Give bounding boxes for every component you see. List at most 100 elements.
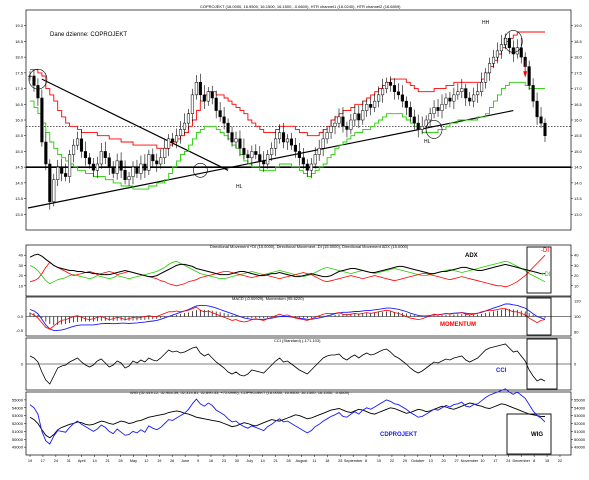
wig-y-tick-label-left-1: 50000	[12, 437, 24, 442]
candle-body-57	[254, 151, 258, 155]
x-tick-label-29: 29	[403, 459, 407, 463]
candle-body-103	[436, 107, 440, 111]
dmi-y-tick-label-right-3: 40	[574, 253, 579, 258]
dmi-y-tick-label-left-1: 20	[19, 273, 24, 278]
candle-body-95	[404, 100, 408, 108]
candle-body-8	[60, 166, 64, 174]
plus-di-label: +DI	[541, 272, 551, 278]
candle-body-18	[99, 151, 103, 165]
wig-y-tick-label-left-3: 52000	[12, 421, 24, 426]
candle-body-122	[511, 47, 515, 55]
x-tick-label-18: 14	[261, 459, 265, 463]
candle-body-79	[341, 116, 345, 127]
price-y-tick-label-left-11: 18.5	[15, 39, 24, 44]
candle-body-7	[56, 166, 60, 180]
candle-body-43	[198, 82, 202, 96]
candle-body-72	[313, 154, 317, 165]
x-tick-label-36: 17	[493, 459, 497, 463]
x-tick-label-5: 14	[93, 459, 97, 463]
candle-body-124	[519, 47, 523, 58]
htr-channel-lower	[30, 81, 545, 190]
candle-body-123	[515, 47, 519, 55]
candle-body-5	[48, 163, 52, 202]
price-y-tick-label-right-5: 15.5	[574, 133, 583, 138]
cci-panel-label: CCI (Standard) (-171.103)	[274, 338, 321, 343]
x-tick-label-9: 12	[144, 459, 148, 463]
candle-body-100	[424, 119, 428, 127]
dmi-y-tick-label-right-2: 30	[574, 263, 579, 268]
candle-body-45	[206, 91, 210, 102]
wig-y-tick-label-left-0: 49000	[12, 445, 24, 450]
wig-y-tick-label-right-4: 53000	[574, 413, 586, 418]
dmi-y-tick-label-right-0: 10	[574, 283, 579, 288]
price-y-tick-label-right-10: 18.0	[574, 55, 583, 60]
x-tick-label-28: 22	[390, 459, 394, 463]
wig-y-tick-label-right-2: 51000	[574, 429, 586, 434]
price-panel-label: Dane dzienne: COPROJEKT	[50, 32, 127, 38]
dmi-y-tick-label-right-1: 20	[574, 273, 579, 278]
price-y-tick-label-left-12: 19.0	[15, 23, 24, 28]
candle-body-106	[448, 97, 452, 102]
candle-body-68	[297, 151, 301, 158]
candle-body-22	[115, 160, 119, 174]
candle-body-26	[131, 166, 135, 177]
candle-body-37	[175, 135, 179, 143]
dmi-highlight-box	[526, 246, 552, 294]
candle-body-16	[91, 163, 95, 171]
candle-body-21	[111, 166, 115, 174]
x-tick-label-19: 21	[273, 459, 277, 463]
x-tick-label-38: December	[512, 459, 530, 463]
price-y-tick-label-right-0: 13.0	[574, 212, 583, 217]
x-tick-label-24: 25	[338, 459, 342, 463]
candle-body-67	[293, 144, 297, 152]
candle-body-109	[460, 88, 464, 92]
wig-y-tick-label-left-5: 54000	[12, 405, 24, 410]
price-y-tick-label-left-5: 15.5	[15, 133, 24, 138]
price-y-tick-label-left-6: 16.0	[15, 118, 24, 123]
adx-label: ADX	[465, 253, 478, 259]
candle-body-30	[147, 154, 151, 171]
wig-panel-label: WIG (52,449.12, 52,964.39, 52,314.81, 52…	[130, 390, 350, 395]
candle-body-48	[218, 110, 222, 118]
minus-di-label: -DI	[541, 248, 549, 254]
cci-line	[29, 343, 546, 385]
price-y-tick-label-left-9: 17.5	[15, 70, 24, 75]
price-panel-frame	[25, 9, 572, 231]
candle-body-94	[400, 94, 404, 102]
candle-body-38	[178, 129, 183, 136]
candle-body-84	[361, 110, 365, 121]
candle-body-15	[87, 157, 91, 165]
candle-body-97	[412, 116, 416, 124]
candle-body-50	[226, 122, 230, 133]
plus-di-line	[29, 260, 546, 285]
candle-body-28	[139, 163, 143, 174]
candle-body-33	[159, 157, 163, 165]
candle-body-76	[329, 126, 333, 133]
x-tick-label-21: August	[296, 459, 309, 463]
candle-body-39	[182, 122, 187, 130]
candle-body-11	[72, 144, 76, 155]
wig-line	[29, 402, 546, 439]
candle-body-10	[68, 154, 72, 177]
x-tick-label-14: 16	[209, 459, 213, 463]
x-tick-label-17: July	[246, 459, 253, 463]
candle-body-65	[285, 138, 290, 143]
candle-body-90	[384, 82, 389, 89]
wig-y-tick-label-right-5: 54000	[574, 405, 586, 410]
price-panel-header: COPROJEKT (16.0000, 16.9500, 16.1500, 16…	[200, 4, 401, 9]
candle-body-59	[262, 160, 266, 165]
x-tick-label-40: 15	[545, 459, 549, 463]
x-tick-label-7: 28	[118, 459, 122, 463]
x-tick-label-26: 8	[365, 459, 367, 463]
candle-body-46	[210, 91, 214, 99]
x-tick-label-0: 19	[28, 459, 32, 463]
candle-body-19	[103, 151, 107, 158]
candle-body-6	[52, 179, 56, 202]
momentum-y-label-2: 80	[574, 330, 579, 335]
x-tick-label-13: 9	[197, 459, 199, 463]
candle-body-41	[190, 94, 194, 114]
x-tick-label-8: May	[130, 459, 137, 463]
candle-body-87	[373, 100, 377, 108]
candle-body-108	[456, 91, 460, 96]
